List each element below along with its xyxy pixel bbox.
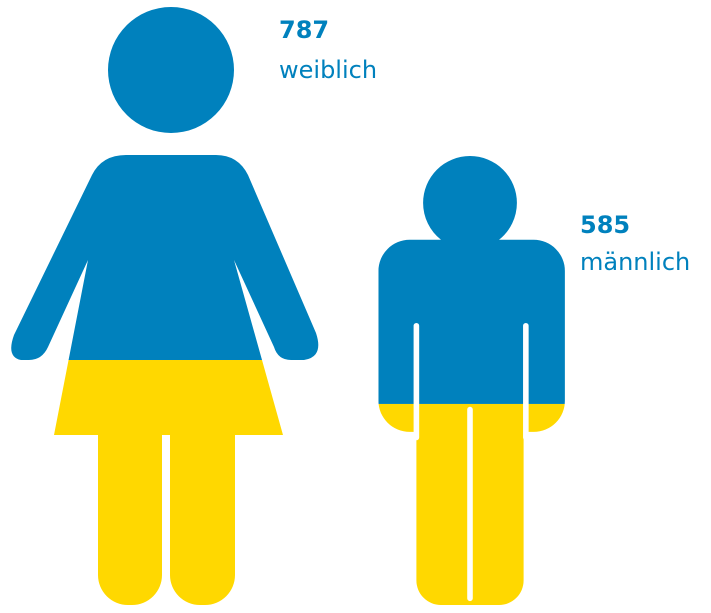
value-label: 585 xyxy=(580,211,630,239)
value-label: 787 xyxy=(279,16,329,44)
category-label: männlich xyxy=(580,248,690,276)
pictogram xyxy=(378,156,565,605)
pictogram xyxy=(11,7,319,605)
category-label: weiblich xyxy=(279,56,377,84)
